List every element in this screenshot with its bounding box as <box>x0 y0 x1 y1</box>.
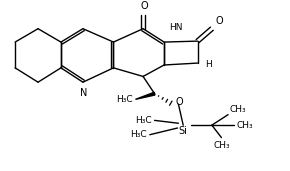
Text: CH₃: CH₃ <box>230 105 246 114</box>
Text: O: O <box>140 1 148 11</box>
Text: CH₃: CH₃ <box>237 121 253 130</box>
Text: O: O <box>175 97 183 107</box>
Polygon shape <box>135 92 155 99</box>
Text: H₃C: H₃C <box>130 130 147 139</box>
Text: H₃C: H₃C <box>116 95 133 104</box>
Text: O: O <box>216 16 223 26</box>
Text: CH₃: CH₃ <box>213 141 230 150</box>
Text: N: N <box>80 88 88 98</box>
Text: HN: HN <box>169 23 183 32</box>
Text: H: H <box>205 60 212 69</box>
Text: H₃C: H₃C <box>135 116 152 125</box>
Text: Si: Si <box>179 126 188 136</box>
